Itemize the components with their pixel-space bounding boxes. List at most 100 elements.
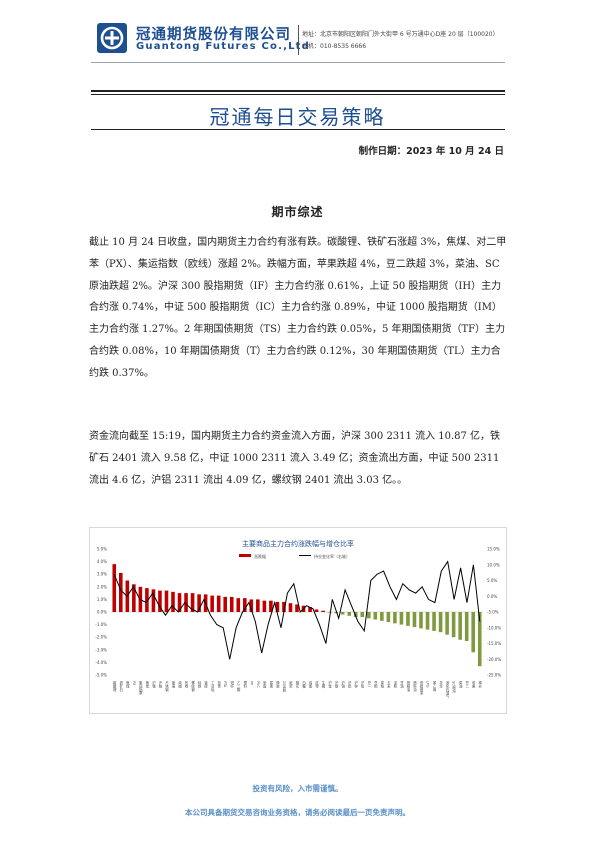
chart-bar [314, 609, 319, 612]
right-axis-tick-label: 10.0% [487, 562, 500, 567]
category-label: PP [249, 681, 253, 685]
category-label: 豆油 [399, 681, 403, 688]
category-label: 纸浆 [288, 680, 292, 688]
chart-bar [242, 598, 247, 612]
chart-bar [275, 601, 280, 612]
capital-flow-paragraph: 资金流向截至 15:19，国内期货主力合约资金流入方面，沪深 300 2311 … [89, 431, 501, 486]
title-rule-thin [91, 94, 505, 95]
chart-bar [132, 584, 136, 612]
right-axis-tick-label: -20.0% [487, 657, 501, 662]
left-axis-tick-label: -1.0% [95, 622, 107, 627]
chart-bar [262, 600, 267, 612]
legend-label-oi: 持仓变化率（右轴） [314, 553, 350, 559]
chart-bar [171, 591, 175, 612]
category-label: 乙二醇 [236, 680, 240, 692]
chart-bar [256, 599, 260, 612]
chart-bar [373, 612, 378, 620]
chart-bar [425, 612, 430, 630]
category-label: 淀粉 [393, 680, 397, 688]
category-label: 工业硅 [210, 681, 214, 691]
category-label: 菜油 [458, 680, 462, 688]
company-address: 地址：北京市朝阳区朝阳门外大街甲 6 号万通中心D座 20 层（100020） [302, 31, 499, 38]
qualification-disclaimer: 本公司具备期货交易咨询业务资格，请务必阅读最后一页免责声明。 [185, 808, 410, 817]
chart-bar [269, 600, 273, 612]
category-label: 豆一 [366, 681, 370, 688]
document-title: 冠通每日交易策略 [209, 105, 386, 129]
category-label: 20号胶 [282, 681, 286, 693]
category-label: 尿素 [269, 681, 273, 688]
category-label: 沪铝 [347, 680, 351, 688]
category-label: 玻璃 [171, 680, 175, 688]
market-summary-paragraph: 截止 10 月 24 日收盘，国内期货主力合约有涨有跌。碳酸锂、铁矿石涨超 3%… [89, 237, 507, 379]
chart-bar [236, 598, 241, 612]
chart-bar [471, 612, 476, 653]
chart-bar [184, 593, 188, 612]
right-axis-tick-label: -15.0% [487, 641, 501, 646]
category-label: 集运指数 [138, 680, 142, 695]
category-label: SC原油 [451, 681, 455, 693]
right-axis-tick-label: -25.0% [487, 673, 501, 678]
chart-bar [145, 588, 149, 612]
title-underline [91, 129, 505, 130]
left-axis-tick-label: -3.0% [95, 647, 107, 652]
category-label: 焦炭 [145, 680, 149, 688]
category-label: PTA [223, 681, 227, 688]
chart-legend: 涨跌幅 持仓变化率（右轴） [239, 553, 350, 559]
left-axis-tick-label: 2.0% [97, 584, 107, 589]
category-label: PX [132, 681, 136, 686]
left-axis-tick-label: -4.0% [95, 660, 107, 665]
category-label: 热卷 [184, 680, 188, 688]
chart-bar [438, 612, 443, 633]
risk-disclaimer: 投资有风险，入市需谨慎。 [252, 784, 343, 793]
right-axis-tick-label: 5.0% [487, 578, 497, 583]
chart-bar [177, 593, 182, 612]
category-label: 锰硅 [203, 680, 207, 688]
left-axis-tick-label: 0.0% [97, 610, 107, 615]
company-phone: 总机：010-8535 6666 [302, 43, 367, 50]
chart-bar [458, 612, 462, 640]
header-divider [298, 25, 299, 55]
chart-bar [158, 590, 162, 612]
left-axis-tick-label: 1.0% [97, 597, 107, 602]
category-label: 苹果 [471, 680, 475, 688]
category-label: LPG [426, 681, 430, 688]
category-label: 沪银 [334, 680, 338, 688]
chart-bar [464, 612, 469, 641]
chart-bar [340, 612, 345, 615]
chart-bar [406, 612, 410, 626]
category-label: 苯乙烯 [432, 680, 436, 692]
legend-label-change: 涨跌幅 [254, 553, 266, 559]
chart-bar [249, 599, 254, 612]
right-axis-tick-label: 0.0% [487, 594, 497, 599]
category-label: 沪锡 [151, 680, 155, 688]
chart-bar [308, 606, 312, 612]
category-label: 棉纱 [477, 680, 481, 688]
chart-bar [118, 572, 123, 612]
chart-bar [223, 596, 228, 612]
series-line-oi-change [113, 560, 481, 660]
chart-bar [380, 612, 384, 621]
production-date: 制作日期：2023 年 10 月 24 日 [358, 146, 504, 157]
chart-bar [419, 612, 423, 629]
category-label: 甲醇 [262, 681, 266, 688]
chart-title: 主要商品主力合约涨跌幅与增仓比率 [242, 539, 354, 548]
chart-bar [412, 612, 417, 628]
chart-bar [347, 612, 352, 616]
chart-bar [190, 593, 195, 612]
chart-bar [197, 594, 201, 612]
chart-bar [445, 612, 449, 635]
category-label: PVC [256, 681, 260, 688]
category-label: 玉米 [386, 681, 390, 688]
category-label: 沥青 [216, 680, 220, 688]
chart-bar [477, 612, 482, 667]
header-rule [91, 62, 505, 63]
category-label: 生猪 [321, 680, 325, 688]
left-axis-tick-label: -2.0% [95, 635, 107, 640]
category-label: 纯碱 [177, 680, 181, 688]
legend-swatch-change [239, 554, 251, 557]
category-label: 焦煤 [125, 680, 129, 688]
company-logo-icon [97, 23, 127, 53]
category-label: 沪铜 [340, 680, 344, 688]
chart-bar [112, 564, 117, 612]
price-change-chart: 主要商品主力合约涨跌幅与增仓比率 涨跌幅 持仓变化率（右轴） 5.0% 4.0% 3… [89, 527, 507, 714]
